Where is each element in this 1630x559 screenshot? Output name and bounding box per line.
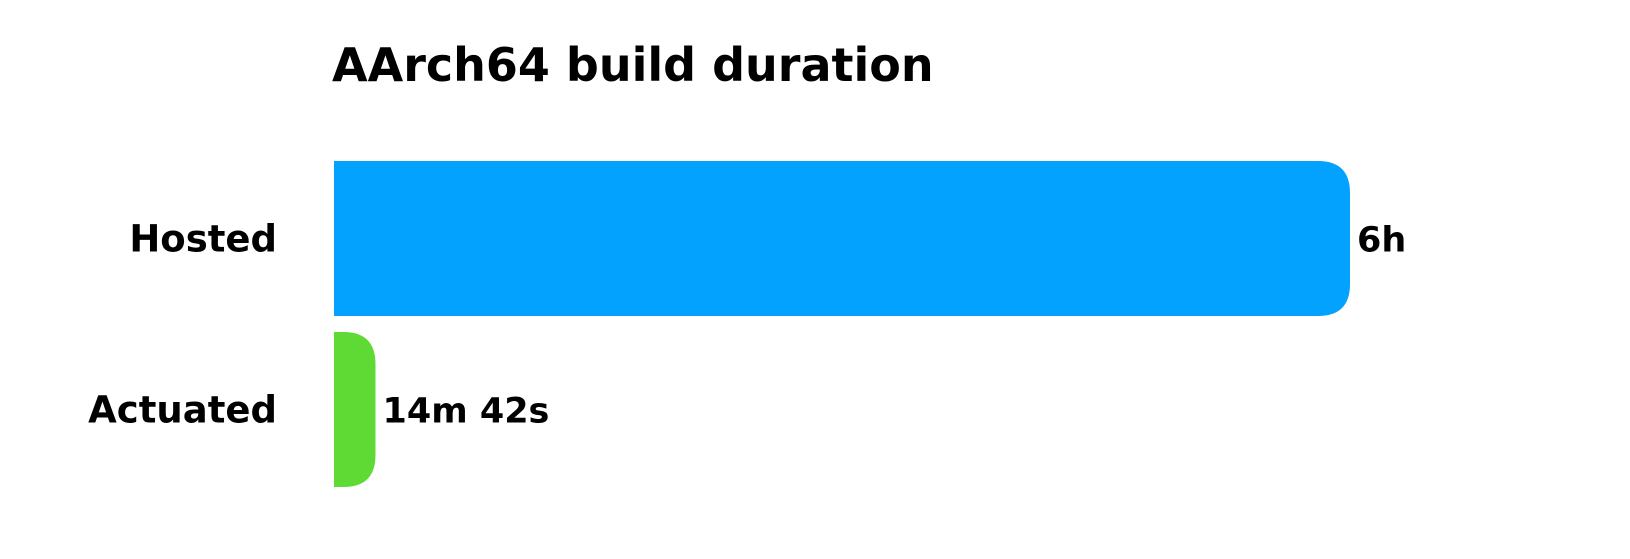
category-label-actuated: Actuated [88, 389, 277, 432]
category-labels: Hosted Actuated [88, 218, 277, 432]
chart-title: AArch64 build duration [332, 38, 934, 92]
bar-hosted [334, 161, 1350, 316]
bar-actuated [334, 332, 376, 487]
value-label-actuated: 14m 42s [382, 392, 549, 432]
bars-group [334, 161, 1350, 487]
category-label-hosted: Hosted [129, 218, 277, 261]
value-label-hosted: 6h [1357, 221, 1406, 261]
value-labels: 6h 14m 42s [382, 221, 1406, 432]
